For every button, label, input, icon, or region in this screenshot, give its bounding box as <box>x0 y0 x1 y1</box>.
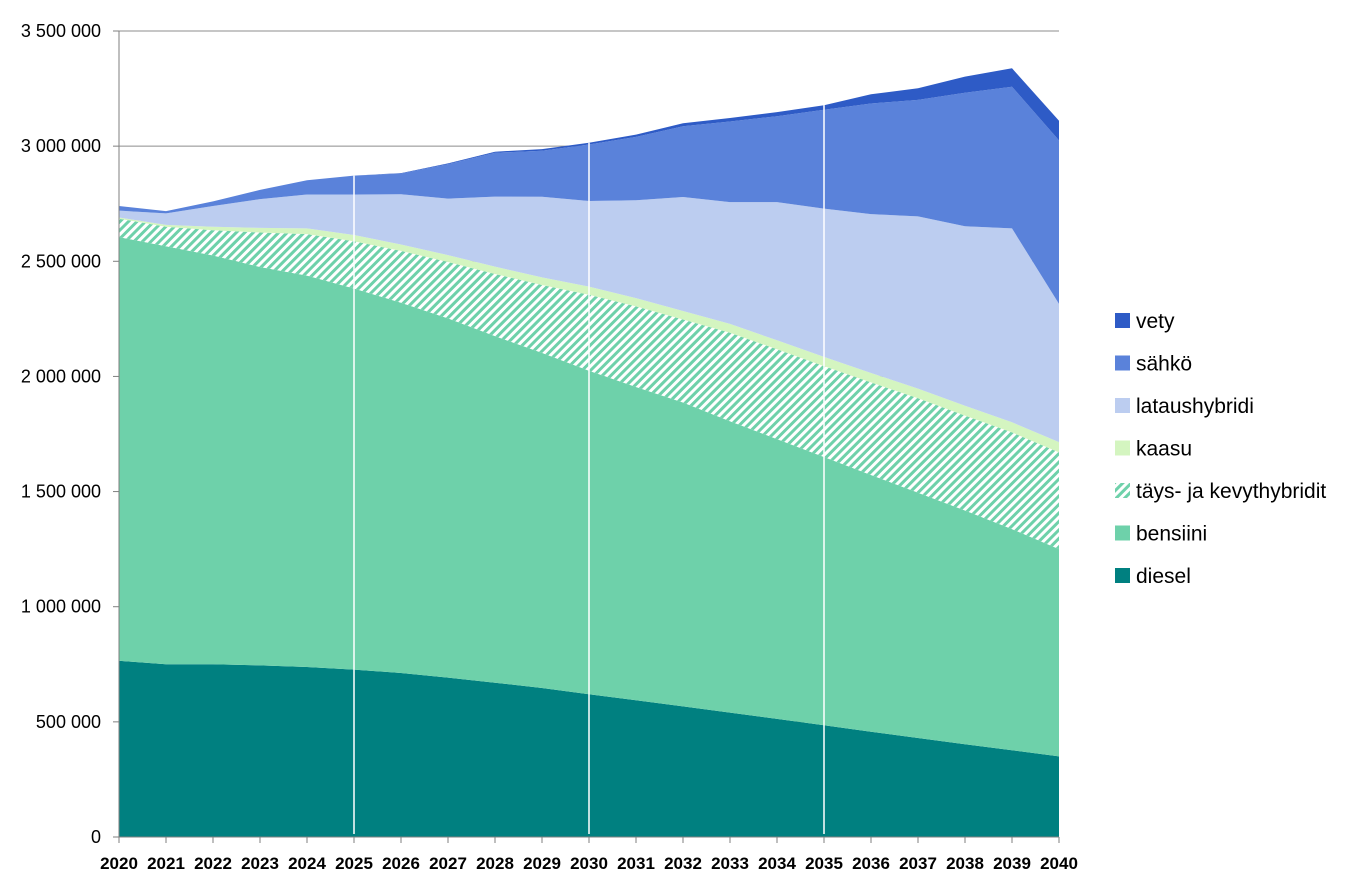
x-tick-label-2028: 2028 <box>476 854 514 873</box>
legend-swatch-vety <box>1115 313 1130 328</box>
x-tick-label-2024: 2024 <box>288 854 326 873</box>
legend-label-lataushybridi: lataushybridi <box>1136 395 1254 418</box>
vertical-markers <box>353 105 825 834</box>
x-tick-label-2023: 2023 <box>241 854 279 873</box>
x-tick-label-2026: 2026 <box>382 854 420 873</box>
legend-label-diesel: diesel <box>1136 565 1191 588</box>
legend-swatch-sahko <box>1115 355 1130 371</box>
x-tick-label-2020: 2020 <box>100 854 138 873</box>
axes: 0 500 000 1 000 000 1 500 000 2 000 000 2 500… <box>21 21 1078 873</box>
area-tays-ja-kevythybridit <box>119 218 1059 550</box>
legend-swatch-bensiini <box>1115 525 1130 541</box>
x-tick-label-2029: 2029 <box>523 854 561 873</box>
x-tick-label-2032: 2032 <box>664 854 702 873</box>
x-tick-label-2021: 2021 <box>147 854 185 873</box>
legend-label-kaasu: kaasu <box>1136 438 1192 461</box>
x-tick-label-2022: 2022 <box>194 854 232 873</box>
legend-swatch-lataushybridi <box>1115 398 1130 413</box>
y-tick-label-0: 0 <box>91 827 101 847</box>
y-tick-label-6: 3 000 000 <box>21 136 101 156</box>
legend-label-bensiini: bensiini <box>1136 523 1207 546</box>
x-tick-label-2035: 2035 <box>805 854 843 873</box>
x-tick-label-2034: 2034 <box>758 854 796 873</box>
y-tick-label-1: 500 000 <box>36 712 101 732</box>
legend-swatch-tays-ja-kevythybridit <box>1115 483 1130 498</box>
x-tick-label-2037: 2037 <box>899 854 937 873</box>
legend-swatch-kaasu <box>1115 440 1130 456</box>
x-tick-label-2039: 2039 <box>993 854 1031 873</box>
x-tick-label-2031: 2031 <box>617 854 655 873</box>
x-tick-label-2036: 2036 <box>852 854 890 873</box>
legend-swatch-diesel <box>1115 568 1130 583</box>
legend-label-sahko: sähkö <box>1136 353 1192 376</box>
x-tick-label-2027: 2027 <box>429 854 467 873</box>
legend-label-tays-ja-kevythybridit: täys- ja kevythybridit <box>1136 480 1326 503</box>
x-tick-label-2025: 2025 <box>335 854 373 873</box>
x-tick-label-2040: 2040 <box>1040 854 1078 873</box>
x-tick-label-2033: 2033 <box>711 854 749 873</box>
legend-label-vety: vety <box>1136 310 1175 333</box>
y-tick-label-4: 2 000 000 <box>21 366 101 386</box>
y-tick-label-7: 3 500 000 <box>21 21 101 41</box>
legend: vety sähkö lataushybridi kaasu täys- ja kevy… <box>1115 310 1326 588</box>
x-tick-label-2030: 2030 <box>570 854 608 873</box>
y-tick-label-3: 1 500 000 <box>21 482 101 502</box>
x-tick-label-2038: 2038 <box>946 854 984 873</box>
y-tick-label-5: 2 500 000 <box>21 251 101 271</box>
y-tick-label-2: 1 000 000 <box>21 597 101 617</box>
area-vety <box>119 68 1059 212</box>
